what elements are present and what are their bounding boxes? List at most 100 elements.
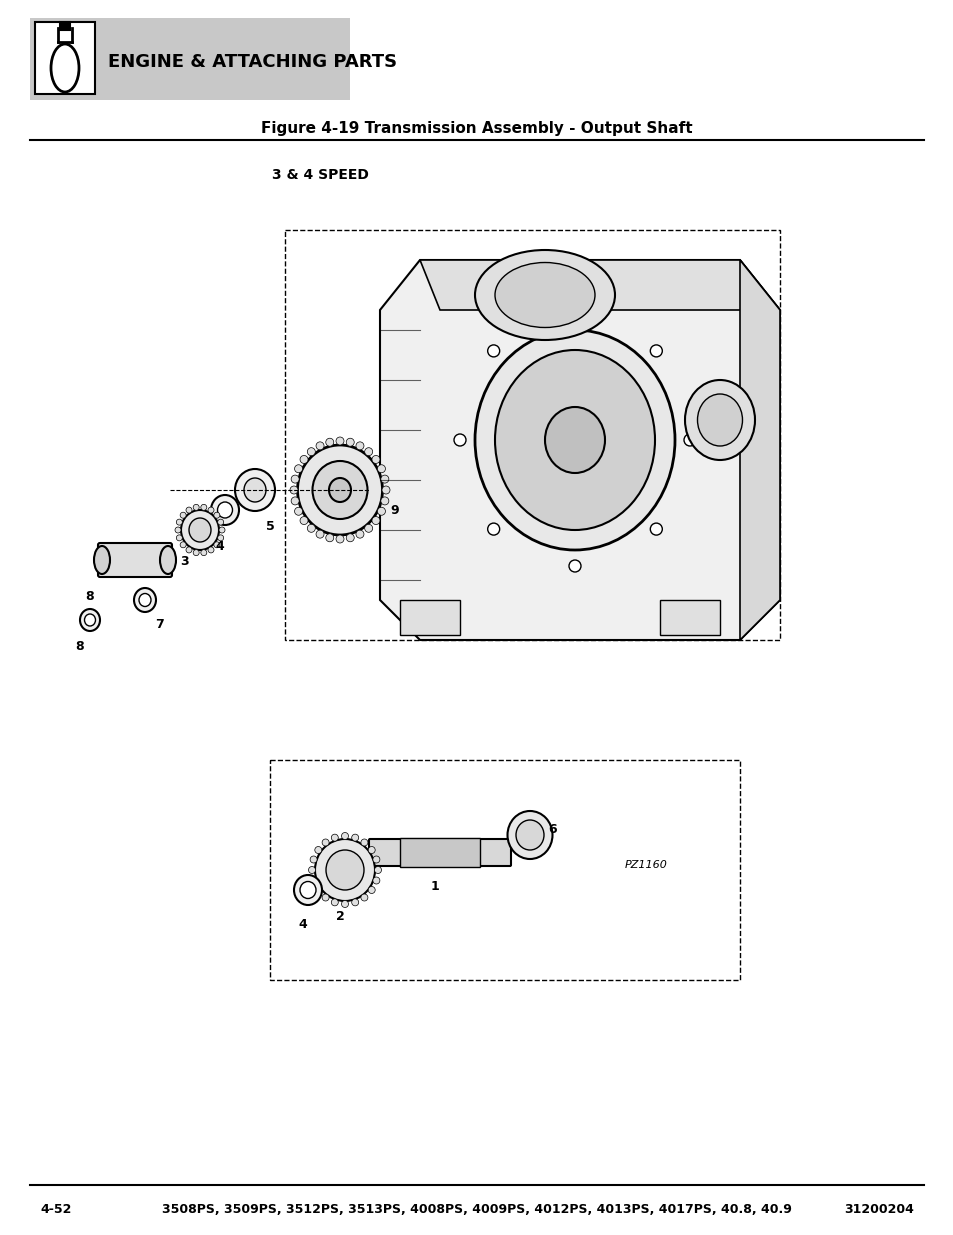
Ellipse shape xyxy=(85,614,95,626)
Circle shape xyxy=(368,846,375,853)
Text: 5: 5 xyxy=(265,520,274,534)
Ellipse shape xyxy=(326,850,364,890)
Circle shape xyxy=(352,899,358,905)
Ellipse shape xyxy=(181,510,219,550)
Circle shape xyxy=(186,508,192,513)
Circle shape xyxy=(377,464,385,473)
Circle shape xyxy=(355,530,364,538)
Bar xyxy=(60,22,70,30)
Ellipse shape xyxy=(211,495,239,525)
Circle shape xyxy=(315,442,324,450)
Ellipse shape xyxy=(139,594,151,606)
Circle shape xyxy=(341,900,348,908)
Circle shape xyxy=(201,550,207,556)
Circle shape xyxy=(310,856,316,863)
Ellipse shape xyxy=(516,820,543,850)
Circle shape xyxy=(341,832,348,840)
Bar xyxy=(285,230,780,640)
Circle shape xyxy=(487,524,499,535)
Text: 4: 4 xyxy=(215,540,224,553)
Circle shape xyxy=(487,345,499,357)
Circle shape xyxy=(314,846,321,853)
Circle shape xyxy=(193,504,199,510)
Circle shape xyxy=(208,508,213,513)
Circle shape xyxy=(568,559,580,572)
Circle shape xyxy=(290,487,297,494)
Polygon shape xyxy=(419,261,780,310)
Circle shape xyxy=(315,530,324,538)
Ellipse shape xyxy=(697,394,741,446)
Circle shape xyxy=(294,508,302,515)
FancyBboxPatch shape xyxy=(369,839,511,866)
Circle shape xyxy=(176,519,182,525)
Circle shape xyxy=(291,475,299,483)
Text: 3: 3 xyxy=(180,555,189,568)
Circle shape xyxy=(650,345,661,357)
Circle shape xyxy=(335,437,344,445)
Ellipse shape xyxy=(507,811,552,860)
Circle shape xyxy=(300,516,308,525)
Circle shape xyxy=(174,527,181,534)
Circle shape xyxy=(331,899,338,905)
Circle shape xyxy=(219,527,225,534)
Circle shape xyxy=(213,513,219,519)
Circle shape xyxy=(180,542,186,548)
Text: 1: 1 xyxy=(430,881,439,893)
Ellipse shape xyxy=(294,876,322,905)
Circle shape xyxy=(310,877,316,884)
Text: 8: 8 xyxy=(86,590,94,603)
Circle shape xyxy=(380,496,389,505)
Circle shape xyxy=(325,438,334,446)
Circle shape xyxy=(314,887,321,893)
Text: 31200204: 31200204 xyxy=(843,1203,913,1216)
Circle shape xyxy=(307,448,315,456)
Text: 7: 7 xyxy=(154,618,164,631)
Ellipse shape xyxy=(495,350,655,530)
Circle shape xyxy=(180,513,186,519)
Circle shape xyxy=(208,547,213,553)
Text: PZ1160: PZ1160 xyxy=(624,860,667,869)
Circle shape xyxy=(368,887,375,893)
Text: 3 & 4 SPEED: 3 & 4 SPEED xyxy=(272,168,368,182)
Circle shape xyxy=(380,475,389,483)
Circle shape xyxy=(360,894,368,902)
Ellipse shape xyxy=(133,588,156,613)
Circle shape xyxy=(308,867,315,873)
Text: ENGINE & ATTACHING PARTS: ENGINE & ATTACHING PARTS xyxy=(108,53,396,70)
Text: 3508PS, 3509PS, 3512PS, 3513PS, 4008PS, 4009PS, 4012PS, 4013PS, 4017PS, 40.8, 40: 3508PS, 3509PS, 3512PS, 3513PS, 4008PS, … xyxy=(162,1203,791,1216)
Circle shape xyxy=(373,877,379,884)
Bar xyxy=(399,839,479,867)
Circle shape xyxy=(325,534,334,542)
Ellipse shape xyxy=(189,517,211,542)
Circle shape xyxy=(355,442,364,450)
Circle shape xyxy=(213,542,219,548)
Bar xyxy=(659,600,720,635)
Ellipse shape xyxy=(313,461,367,519)
Ellipse shape xyxy=(684,380,754,459)
Ellipse shape xyxy=(80,609,100,631)
Ellipse shape xyxy=(297,445,382,535)
Text: 9: 9 xyxy=(390,504,398,516)
Circle shape xyxy=(335,535,344,543)
Text: 4: 4 xyxy=(298,918,307,931)
Circle shape xyxy=(377,508,385,515)
Circle shape xyxy=(683,433,696,446)
Ellipse shape xyxy=(329,478,351,501)
Ellipse shape xyxy=(234,469,274,511)
Circle shape xyxy=(381,487,390,494)
Circle shape xyxy=(201,504,207,510)
Ellipse shape xyxy=(217,501,233,517)
FancyBboxPatch shape xyxy=(98,543,172,577)
Circle shape xyxy=(568,308,580,320)
Polygon shape xyxy=(379,261,780,640)
Ellipse shape xyxy=(244,478,266,501)
Circle shape xyxy=(217,535,223,541)
Ellipse shape xyxy=(475,330,675,550)
Circle shape xyxy=(291,496,299,505)
Bar xyxy=(399,600,459,635)
Circle shape xyxy=(307,525,315,532)
Circle shape xyxy=(294,464,302,473)
Bar xyxy=(30,19,350,100)
Circle shape xyxy=(372,516,379,525)
Circle shape xyxy=(217,519,223,525)
